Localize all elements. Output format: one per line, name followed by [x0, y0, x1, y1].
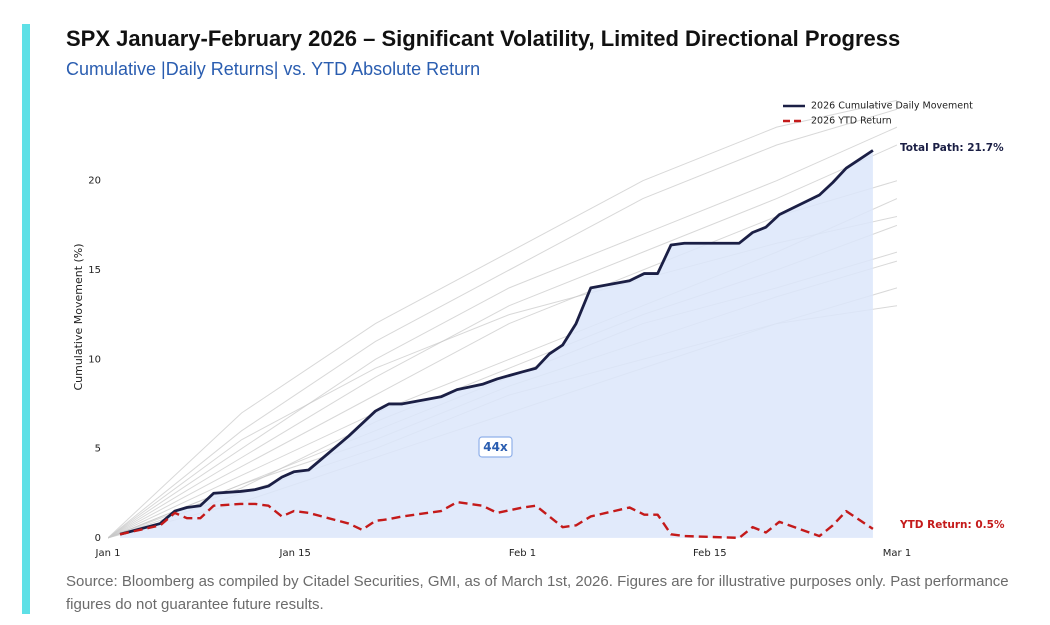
background-path: [108, 126, 897, 539]
y-tick-label: 5: [95, 444, 101, 455]
ratio-box: [478, 436, 513, 458]
y-axis-label: Cumulative Movement (%): [72, 243, 85, 390]
y-tick-label: 10: [88, 354, 101, 365]
x-tick-label: Feb 15: [693, 548, 727, 559]
y-tick-label: 0: [95, 533, 101, 544]
x-tick-label: Jan 15: [279, 548, 311, 559]
accent-bar: [22, 24, 30, 614]
plot-area: [108, 99, 897, 540]
background-path: [108, 99, 897, 539]
legend-label: 2026 Cumulative Daily Movement: [811, 101, 973, 112]
area-fill: [120, 150, 873, 538]
series-line: [119, 149, 874, 536]
chart-title: SPX January-February 2026 – Significant …: [66, 26, 901, 51]
background-path: [108, 108, 897, 539]
source-note: Source: Bloomberg as compiled by Citadel…: [66, 573, 1009, 613]
series-line: [119, 500, 874, 540]
end-annotation: Total Path: 21.7%: [900, 142, 1004, 154]
chart-subtitle: Cumulative |Daily Returns| vs. YTD Absol…: [66, 59, 481, 79]
legend-label: 2026 YTD Return: [811, 116, 892, 127]
x-tick-label: Jan 1: [95, 548, 121, 559]
x-tick-label: Mar 1: [883, 548, 911, 559]
ytd-annotation: YTD Return: 0.5%: [899, 519, 1005, 531]
background-path: [108, 144, 897, 539]
y-tick-label: 15: [88, 265, 101, 276]
ratio-annotation: 44x: [483, 440, 508, 454]
y-tick-label: 20: [88, 176, 101, 187]
x-tick-label: Feb 1: [509, 548, 536, 559]
